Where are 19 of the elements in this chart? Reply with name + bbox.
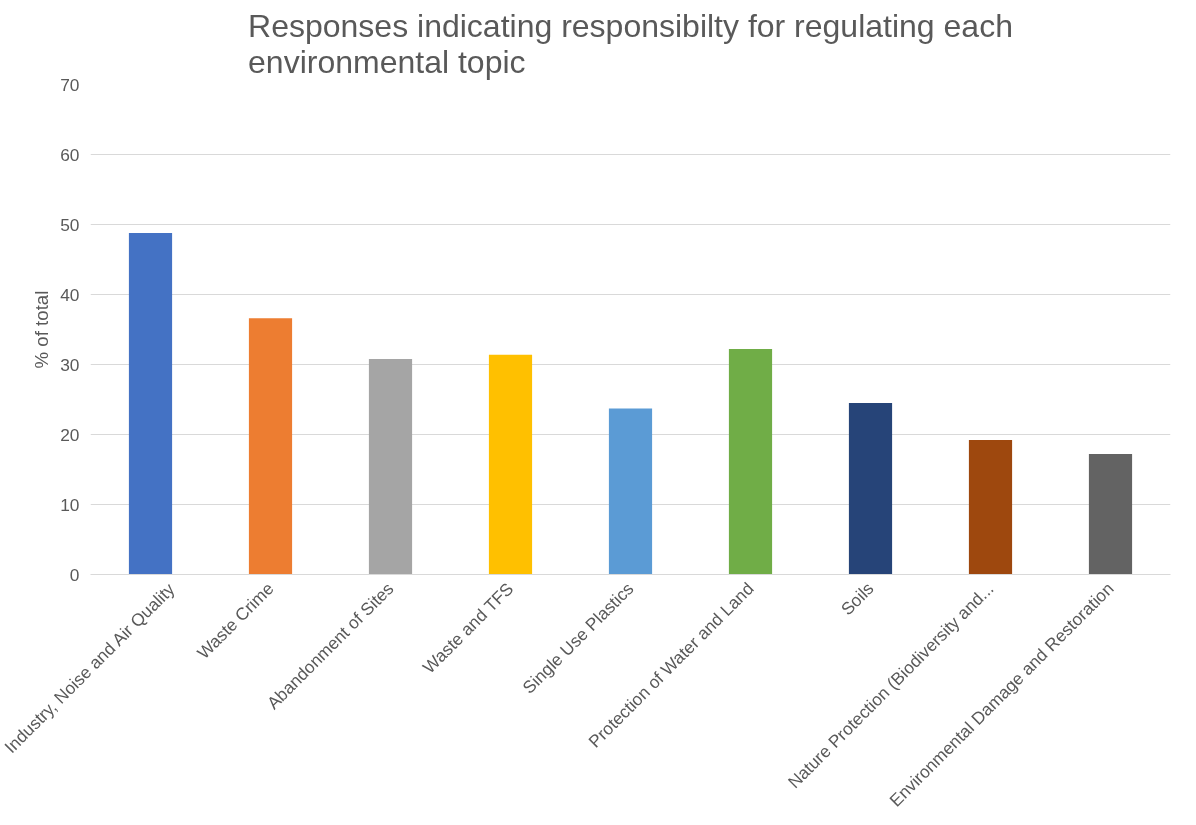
- y-tick-label: 10: [60, 494, 80, 515]
- bar: [128, 232, 173, 575]
- bar: [608, 408, 653, 575]
- bar: [368, 358, 413, 575]
- y-tick-label: 50: [60, 214, 80, 235]
- bar: [968, 440, 1013, 575]
- bar: [728, 349, 773, 575]
- y-axis-title: % of total: [31, 290, 53, 369]
- y-tick-label: 40: [60, 284, 80, 305]
- bar: [1088, 454, 1133, 575]
- chart-title: Responses indicating responsibilty for regulating each environmental topic: [248, 7, 1013, 80]
- bar: [848, 403, 893, 575]
- y-tick-label: 60: [60, 144, 80, 165]
- y-tick-label: 30: [60, 354, 80, 375]
- y-tick-label: 0: [69, 564, 80, 585]
- y-tick-label: 20: [60, 424, 80, 445]
- bar: [248, 318, 293, 575]
- bar: [488, 354, 533, 575]
- y-tick-label: 70: [60, 74, 80, 95]
